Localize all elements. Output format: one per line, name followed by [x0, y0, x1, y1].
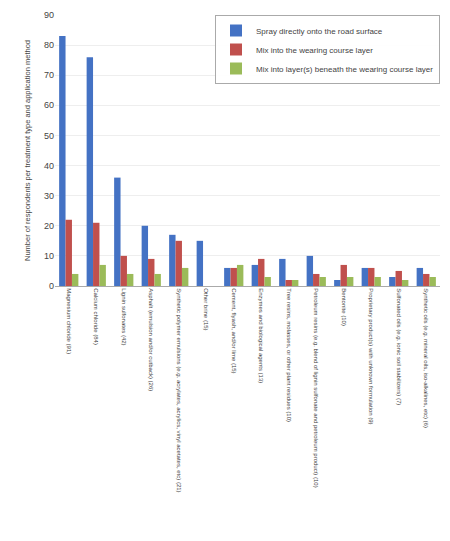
svg-text:Bentonite (10): Bentonite (10) [341, 288, 347, 326]
svg-text:Mix into the wearing course la: Mix into the wearing course layer [256, 46, 373, 55]
svg-text:50: 50 [44, 131, 54, 141]
svg-text:90: 90 [44, 10, 54, 20]
svg-text:Spray directly onto the road s: Spray directly onto the road surface [256, 27, 383, 36]
svg-text:10: 10 [44, 251, 54, 261]
svg-text:Asphalt (emulsion and/or cutba: Asphalt (emulsion and/or cutback) (26) [148, 288, 154, 391]
svg-text:Lignin sulfonates (42): Lignin sulfonates (42) [121, 288, 127, 345]
svg-text:Mix into layer(s) beneath the: Mix into layer(s) beneath the wearing co… [256, 65, 433, 74]
svg-text:Calcium chloride (84): Calcium chloride (84) [93, 288, 99, 345]
svg-text:Other brine (15): Other brine (15) [203, 288, 209, 330]
svg-text:Petroleum resins (e.g. blend o: Petroleum resins (e.g. blend of lignin s… [313, 288, 319, 487]
svg-text:40: 40 [44, 161, 54, 171]
svg-text:70: 70 [44, 70, 54, 80]
svg-text:Tree resins, molasses, or othe: Tree resins, molasses, or other plant re… [286, 288, 292, 422]
svg-text:0: 0 [49, 281, 54, 291]
svg-text:Synthetic oils (e.g. mineral o: Synthetic oils (e.g. mineral oils, iso-a… [423, 288, 429, 428]
svg-text:Synthetic polymer emulsions (e: Synthetic polymer emulsions (e.g. acryla… [176, 288, 182, 492]
svg-text:60: 60 [44, 100, 54, 110]
svg-text:80: 80 [44, 40, 54, 50]
svg-text:20: 20 [44, 221, 54, 231]
svg-text:Sulfonated oils (e.g. ionic so: Sulfonated oils (e.g. ionic soil stabili… [396, 288, 402, 405]
svg-text:Number of respondents per trea: Number of respondents per treatment type… [23, 40, 32, 261]
svg-text:30: 30 [44, 191, 54, 201]
svg-text:Cement, flyash, and/or lime (1: Cement, flyash, and/or lime (15) [231, 288, 237, 373]
svg-text:Magnesium chloride (91): Magnesium chloride (91) [66, 288, 72, 354]
svg-text:Proprietary product(s) with un: Proprietary product(s) with unknown form… [368, 288, 374, 424]
svg-text:Enzymes and biological agents: Enzymes and biological agents (13) [258, 288, 264, 383]
